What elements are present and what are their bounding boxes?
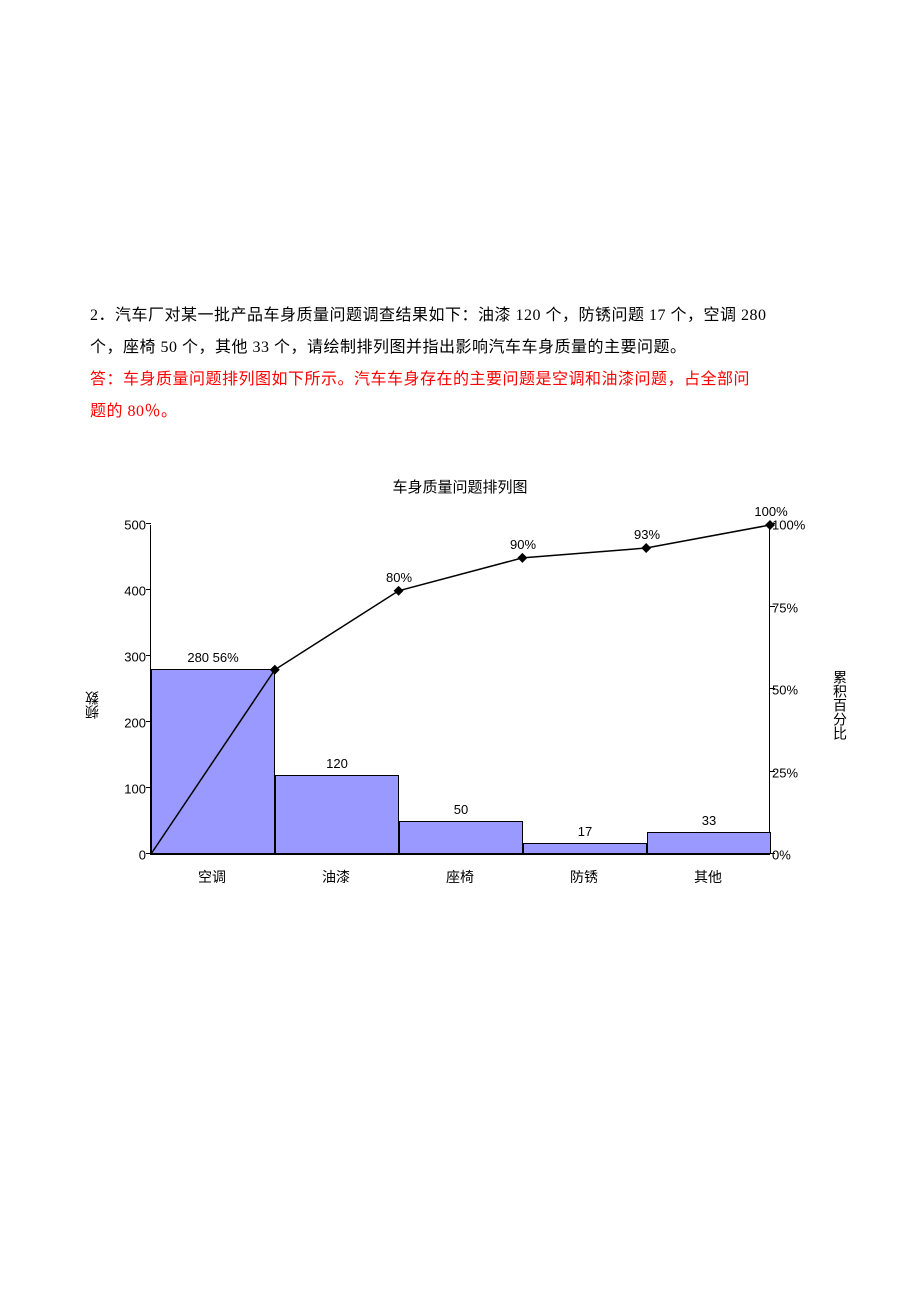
answer-block: 答：车身质量问题排列图如下所示。汽车车身存在的主要问题是空调和油漆问题，占全部问… [90,364,830,428]
y-left-tick: 200 [124,716,146,731]
y-left-tick: 100 [124,782,146,797]
y-left-ticks: 0100200300400500 [108,525,146,855]
y-left-tick-mark [146,523,151,524]
y-right-tick-mark [770,771,775,772]
page: 2．汽车厂对某一批产品车身质量问题调查结果如下：油漆 120 个，防锈问题 17… [0,0,920,1302]
x-tick-label: 座椅 [446,867,474,887]
y-left-tick: 500 [124,518,146,533]
cumulative-pct-label: 100% [754,504,787,525]
answer-prefix: 答： [90,371,123,388]
y-right-axis-label: 累积百分比 [828,670,848,740]
y-right-tick: 75% [772,600,798,615]
question-number: 2． [90,307,115,324]
y-left-tick: 0 [139,848,146,863]
x-tick-label: 空调 [198,867,226,887]
question-text-1: 汽车厂对某一批产品车身质量问题调查结果如下：油漆 120 个，防锈问题 17 个… [115,307,767,324]
y-left-tick: 300 [124,650,146,665]
y-left-tick: 400 [124,584,146,599]
cumulative-line [151,525,770,854]
cumulative-pct-label: 93% [634,527,660,548]
y-right-ticks: 0%25%50%75%100% [772,525,812,855]
pareto-chart: 车身质量问题排列图 频数 累积百分比 0100200300400500 0%25… [90,476,830,885]
question-text-2: 个，座椅 50 个，其他 33 个，请绘制排列图并指出影响汽车车身质量的主要问题… [90,339,687,356]
x-tick-label: 其他 [694,867,722,887]
x-tick-label: 防锈 [570,867,598,887]
answer-text-2: 题的 80％。 [90,403,178,420]
chart-area: 频数 累积百分比 0100200300400500 0%25%50%75%100… [90,525,830,885]
x-axis-labels: 空调 油漆 座椅 防锈 其他 [150,861,770,885]
y-left-axis-label: 频数 [84,691,104,719]
answer-text-1: 车身质量问题排列图如下所示。汽车车身存在的主要问题是空调和油漆问题，占全部问 [123,371,750,388]
cumulative-pct-label: 80% [386,570,412,591]
y-right-tick: 0% [772,848,791,863]
question-block: 2．汽车厂对某一批产品车身质量问题调查结果如下：油漆 120 个，防锈问题 17… [90,300,830,364]
plot-region: 280 56%12050173380%90%93%100% [150,525,770,855]
x-tick-label: 油漆 [322,867,350,887]
y-right-tick-mark [770,606,775,607]
cumulative-pct-label: 90% [510,537,536,558]
y-right-tick: 25% [772,765,798,780]
y-right-tick-mark [770,688,775,689]
chart-title: 车身质量问题排列图 [90,476,830,497]
y-right-tick: 50% [772,683,798,698]
